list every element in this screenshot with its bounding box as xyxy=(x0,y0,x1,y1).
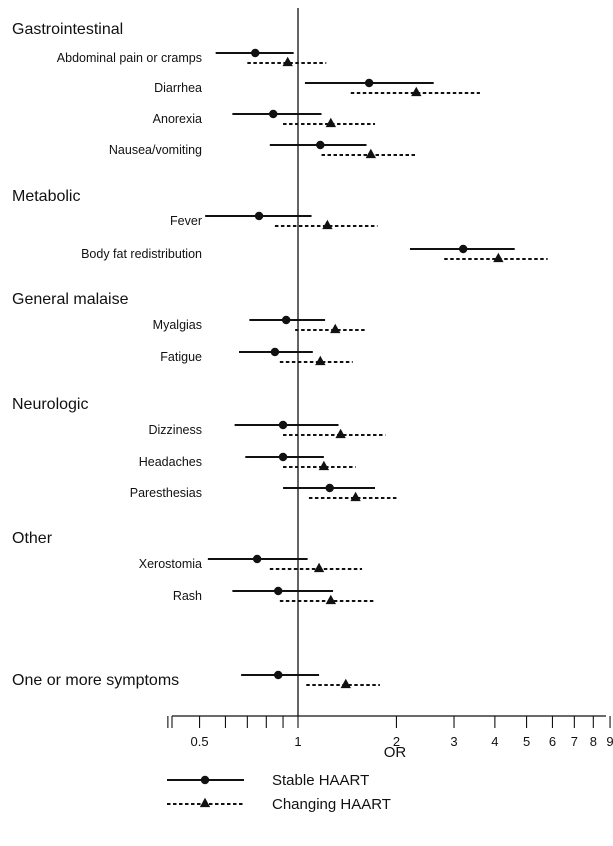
row: Fever xyxy=(170,211,378,230)
x-tick-label: 1 xyxy=(294,734,301,749)
row: Abdominal pain or cramps xyxy=(57,48,327,67)
changing-point xyxy=(365,148,377,159)
row-label: Diarrhea xyxy=(154,81,202,95)
legend-label: Changing HAART xyxy=(272,796,391,813)
stable-point xyxy=(278,452,288,462)
changing-point xyxy=(411,86,422,97)
x-tick-label: 2 xyxy=(393,734,400,749)
row-label: Anorexia xyxy=(153,112,202,126)
group-label: Gastrointestinal xyxy=(12,21,123,38)
x-tick-label: 8 xyxy=(590,734,597,749)
x-tick-label: 9 xyxy=(606,734,613,749)
stable-point xyxy=(270,347,280,357)
row: Nausea/vomiting xyxy=(109,140,416,159)
x-axis-title: OR xyxy=(384,744,407,761)
changing-point xyxy=(340,678,351,689)
row: Rash xyxy=(173,586,376,605)
group-label: Neurologic xyxy=(12,396,88,413)
row-label: Rash xyxy=(173,589,202,603)
stable-point xyxy=(458,244,468,254)
group-label: Other xyxy=(12,530,53,547)
row-label: Xerostomia xyxy=(139,557,202,571)
row: Anorexia xyxy=(153,109,376,128)
row-label: Myalgias xyxy=(153,318,202,332)
changing-point xyxy=(282,56,293,67)
group-4: Other Xerostomia Rash xyxy=(12,530,376,605)
stable-point xyxy=(251,48,260,58)
stable-point xyxy=(254,211,264,221)
changing-point xyxy=(330,323,341,334)
plot-area: Gastrointestinal Abdominal pain or cramps… xyxy=(12,8,548,716)
row-label: Fatigue xyxy=(160,350,202,364)
row-label: Paresthesias xyxy=(130,486,202,500)
group-3: Neurologic Dizziness Headaches Paresthesias xyxy=(12,396,397,502)
stable-point xyxy=(364,78,374,88)
row-label: Dizziness xyxy=(149,423,203,437)
changing-point xyxy=(493,252,504,263)
x-tick-label: 4 xyxy=(491,734,498,749)
row-label: Headaches xyxy=(139,455,202,469)
row: Fatigue xyxy=(160,347,353,366)
row-label: Abdominal pain or cramps xyxy=(57,51,202,65)
row: Paresthesias xyxy=(130,483,397,502)
changing-point xyxy=(318,460,330,471)
legend-item-stable: Stable HAART xyxy=(167,772,369,789)
changing-point xyxy=(325,117,337,128)
changing-point xyxy=(315,355,326,366)
legend-item-changing: Changing HAART xyxy=(167,796,391,813)
changing-point xyxy=(335,428,346,439)
group-2: General malaise Myalgias Fatigue xyxy=(12,291,367,366)
stable-point xyxy=(274,670,283,680)
group-1: Metabolic Fever Body fat redistribution xyxy=(12,188,548,263)
row: Diarrhea xyxy=(154,78,480,97)
legend: Stable HAART Changing HAART xyxy=(167,772,391,813)
x-tick-label: 5 xyxy=(523,734,530,749)
x-tick-label: 3 xyxy=(450,734,457,749)
legend-marker xyxy=(199,797,211,808)
legend-label: Stable HAART xyxy=(272,772,369,789)
changing-point xyxy=(325,594,337,605)
row-label: Body fat redistribution xyxy=(81,247,202,261)
x-tick-label: 0.5 xyxy=(191,734,209,749)
group-0: Gastrointestinal Abdominal pain or cramps… xyxy=(12,21,480,159)
row: Body fat redistribution xyxy=(81,244,548,263)
row: Myalgias xyxy=(153,315,367,334)
row-label: Nausea/vomiting xyxy=(109,143,202,157)
group-label: Metabolic xyxy=(12,188,80,205)
legend-marker xyxy=(200,775,210,785)
stable-point xyxy=(281,315,291,325)
row xyxy=(241,670,380,689)
changing-point xyxy=(350,491,361,502)
row: Dizziness xyxy=(149,420,386,439)
x-tick-label: 6 xyxy=(549,734,556,749)
x-tick-label: 7 xyxy=(571,734,578,749)
stable-point xyxy=(269,109,278,119)
stable-point xyxy=(274,586,283,596)
changing-point xyxy=(313,562,325,573)
stable-point xyxy=(278,420,288,430)
group-label: One or more symptoms xyxy=(12,672,179,689)
stable-point xyxy=(316,140,325,150)
stable-point xyxy=(252,554,262,564)
row-label: Fever xyxy=(170,214,202,228)
x-axis: 0.5 1 2 3 4 5 6 7 8 9 xyxy=(167,715,613,749)
row: Xerostomia xyxy=(139,554,363,573)
row: Headaches xyxy=(139,452,356,471)
group-5: One or more symptoms xyxy=(12,670,380,689)
stable-point xyxy=(325,483,334,493)
group-label: General malaise xyxy=(12,291,129,308)
changing-point xyxy=(322,219,333,230)
